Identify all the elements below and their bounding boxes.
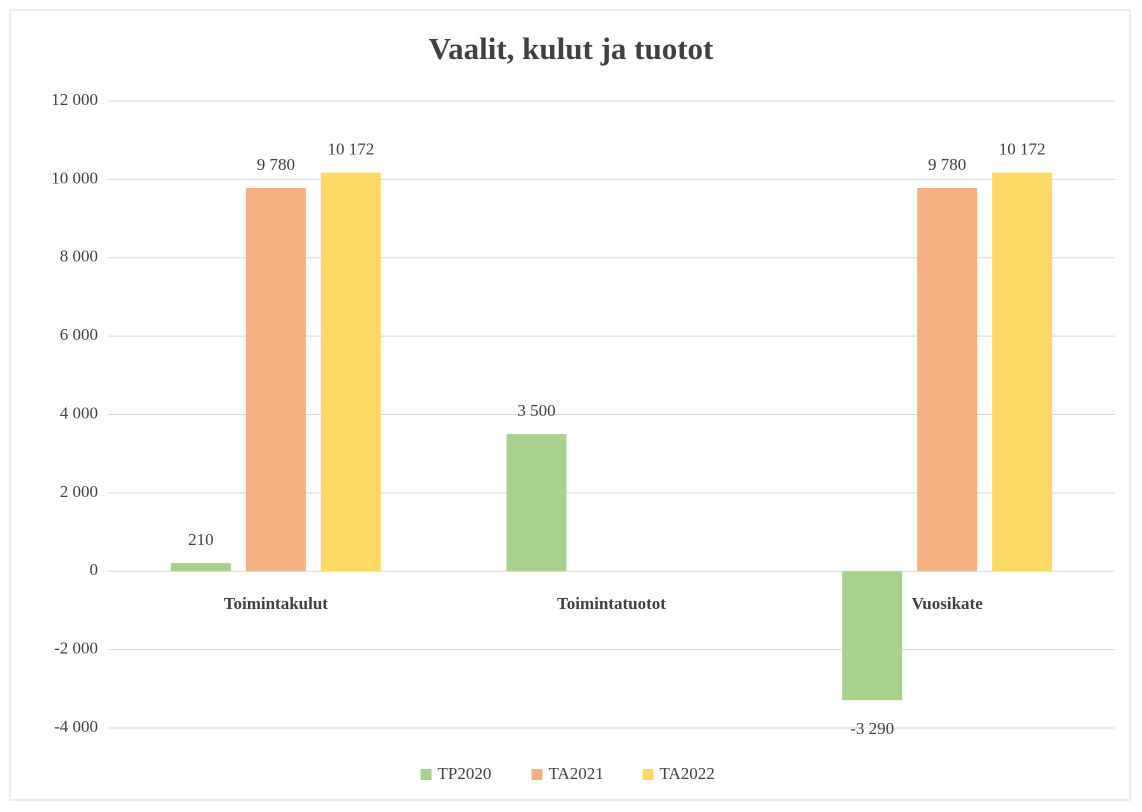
data-label: 9 780 (928, 155, 966, 174)
y-tick-label: 10 000 (51, 168, 98, 187)
data-label: -3 290 (850, 719, 894, 738)
data-label: 10 172 (327, 140, 374, 159)
bar (170, 563, 231, 572)
legend-marker (420, 769, 432, 780)
bar (245, 187, 306, 572)
legend-label: TA2022 (660, 764, 715, 783)
legend-label: TA2021 (549, 764, 604, 783)
y-tick-label: 8 000 (60, 247, 98, 266)
legend-marker (531, 769, 543, 780)
y-tick-label: -4 000 (54, 717, 98, 736)
data-label: 210 (188, 530, 214, 549)
category-label: Toimintatuotot (557, 594, 666, 613)
y-tick-label: 2 000 (60, 482, 98, 501)
y-tick-label: 6 000 (60, 325, 98, 344)
bar (992, 172, 1053, 572)
data-label: 9 780 (257, 155, 295, 174)
bar (506, 434, 567, 572)
data-label: 3 500 (517, 401, 555, 420)
chart-title: Vaalit, kulut ja tuotot (429, 31, 714, 66)
category-label: Toimintakulut (224, 594, 329, 613)
y-tick-label: 0 (90, 560, 99, 579)
legend-marker (642, 769, 654, 780)
bar (917, 187, 978, 572)
category-label: Vuosikate (912, 594, 984, 613)
y-tick-label: -2 000 (54, 639, 98, 658)
bar (842, 571, 903, 701)
y-tick-label: 4 000 (60, 403, 98, 422)
bar (320, 172, 381, 572)
data-label: 10 172 (999, 140, 1046, 159)
y-tick-label: 12 000 (51, 90, 98, 109)
legend-label: TP2020 (438, 764, 492, 783)
